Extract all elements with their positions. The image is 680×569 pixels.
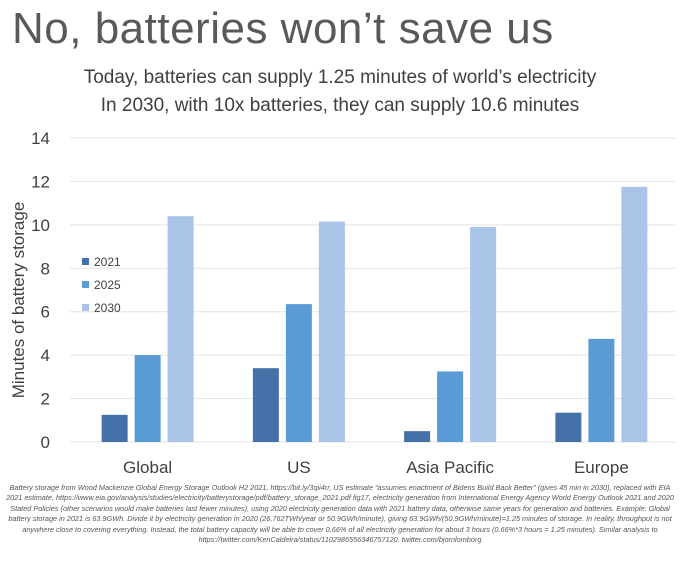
bar-2025	[588, 338, 615, 442]
legend-swatch-2025	[82, 281, 89, 288]
y-tick-label: 6	[41, 303, 50, 322]
bar-2021	[555, 412, 582, 442]
bar-chart: 0 2 4 6 8 10 12 14 Minutes of battery storage Glo…	[9, 129, 675, 477]
bar-2021	[404, 431, 431, 442]
y-tick-label: 12	[31, 172, 50, 191]
source-footnote: Battery storage from Wood Mackenzie Glob…	[6, 483, 674, 545]
bar-2030	[167, 216, 194, 442]
x-category-label: Europe	[574, 458, 629, 477]
bar-2025	[285, 304, 312, 442]
y-tick-label: 2	[41, 390, 50, 409]
legend-swatch-2030	[82, 304, 89, 311]
page-title: No, batteries won’t save us	[12, 4, 554, 53]
x-category-label: US	[287, 458, 311, 477]
y-tick-label: 8	[41, 259, 50, 278]
y-tick-label: 4	[41, 346, 50, 365]
bar-2030	[621, 186, 648, 442]
y-axis-label: Minutes of battery storage	[9, 202, 28, 399]
subtitle-today: Today, batteries can supply 1.25 minutes…	[83, 67, 597, 88]
subtitle-2030: In 2030, with 10x batteries, they can su…	[100, 95, 580, 116]
legend-label: 2021	[94, 255, 121, 269]
bar-2021	[252, 368, 279, 442]
legend-label: 2025	[94, 278, 121, 292]
y-tick-label: 0	[41, 433, 50, 452]
legend-label: 2030	[94, 301, 121, 315]
x-category-label: Global	[123, 458, 172, 477]
bar-2030	[470, 227, 497, 442]
x-category-label: Asia Pacific	[406, 458, 494, 477]
bar-2030	[318, 221, 345, 442]
bar-2025	[437, 371, 464, 442]
y-tick-label: 14	[31, 129, 50, 148]
bar-2021	[101, 414, 128, 442]
legend-swatch-2021	[82, 258, 89, 265]
y-tick-label: 10	[31, 216, 50, 235]
bar-2025	[134, 355, 161, 442]
